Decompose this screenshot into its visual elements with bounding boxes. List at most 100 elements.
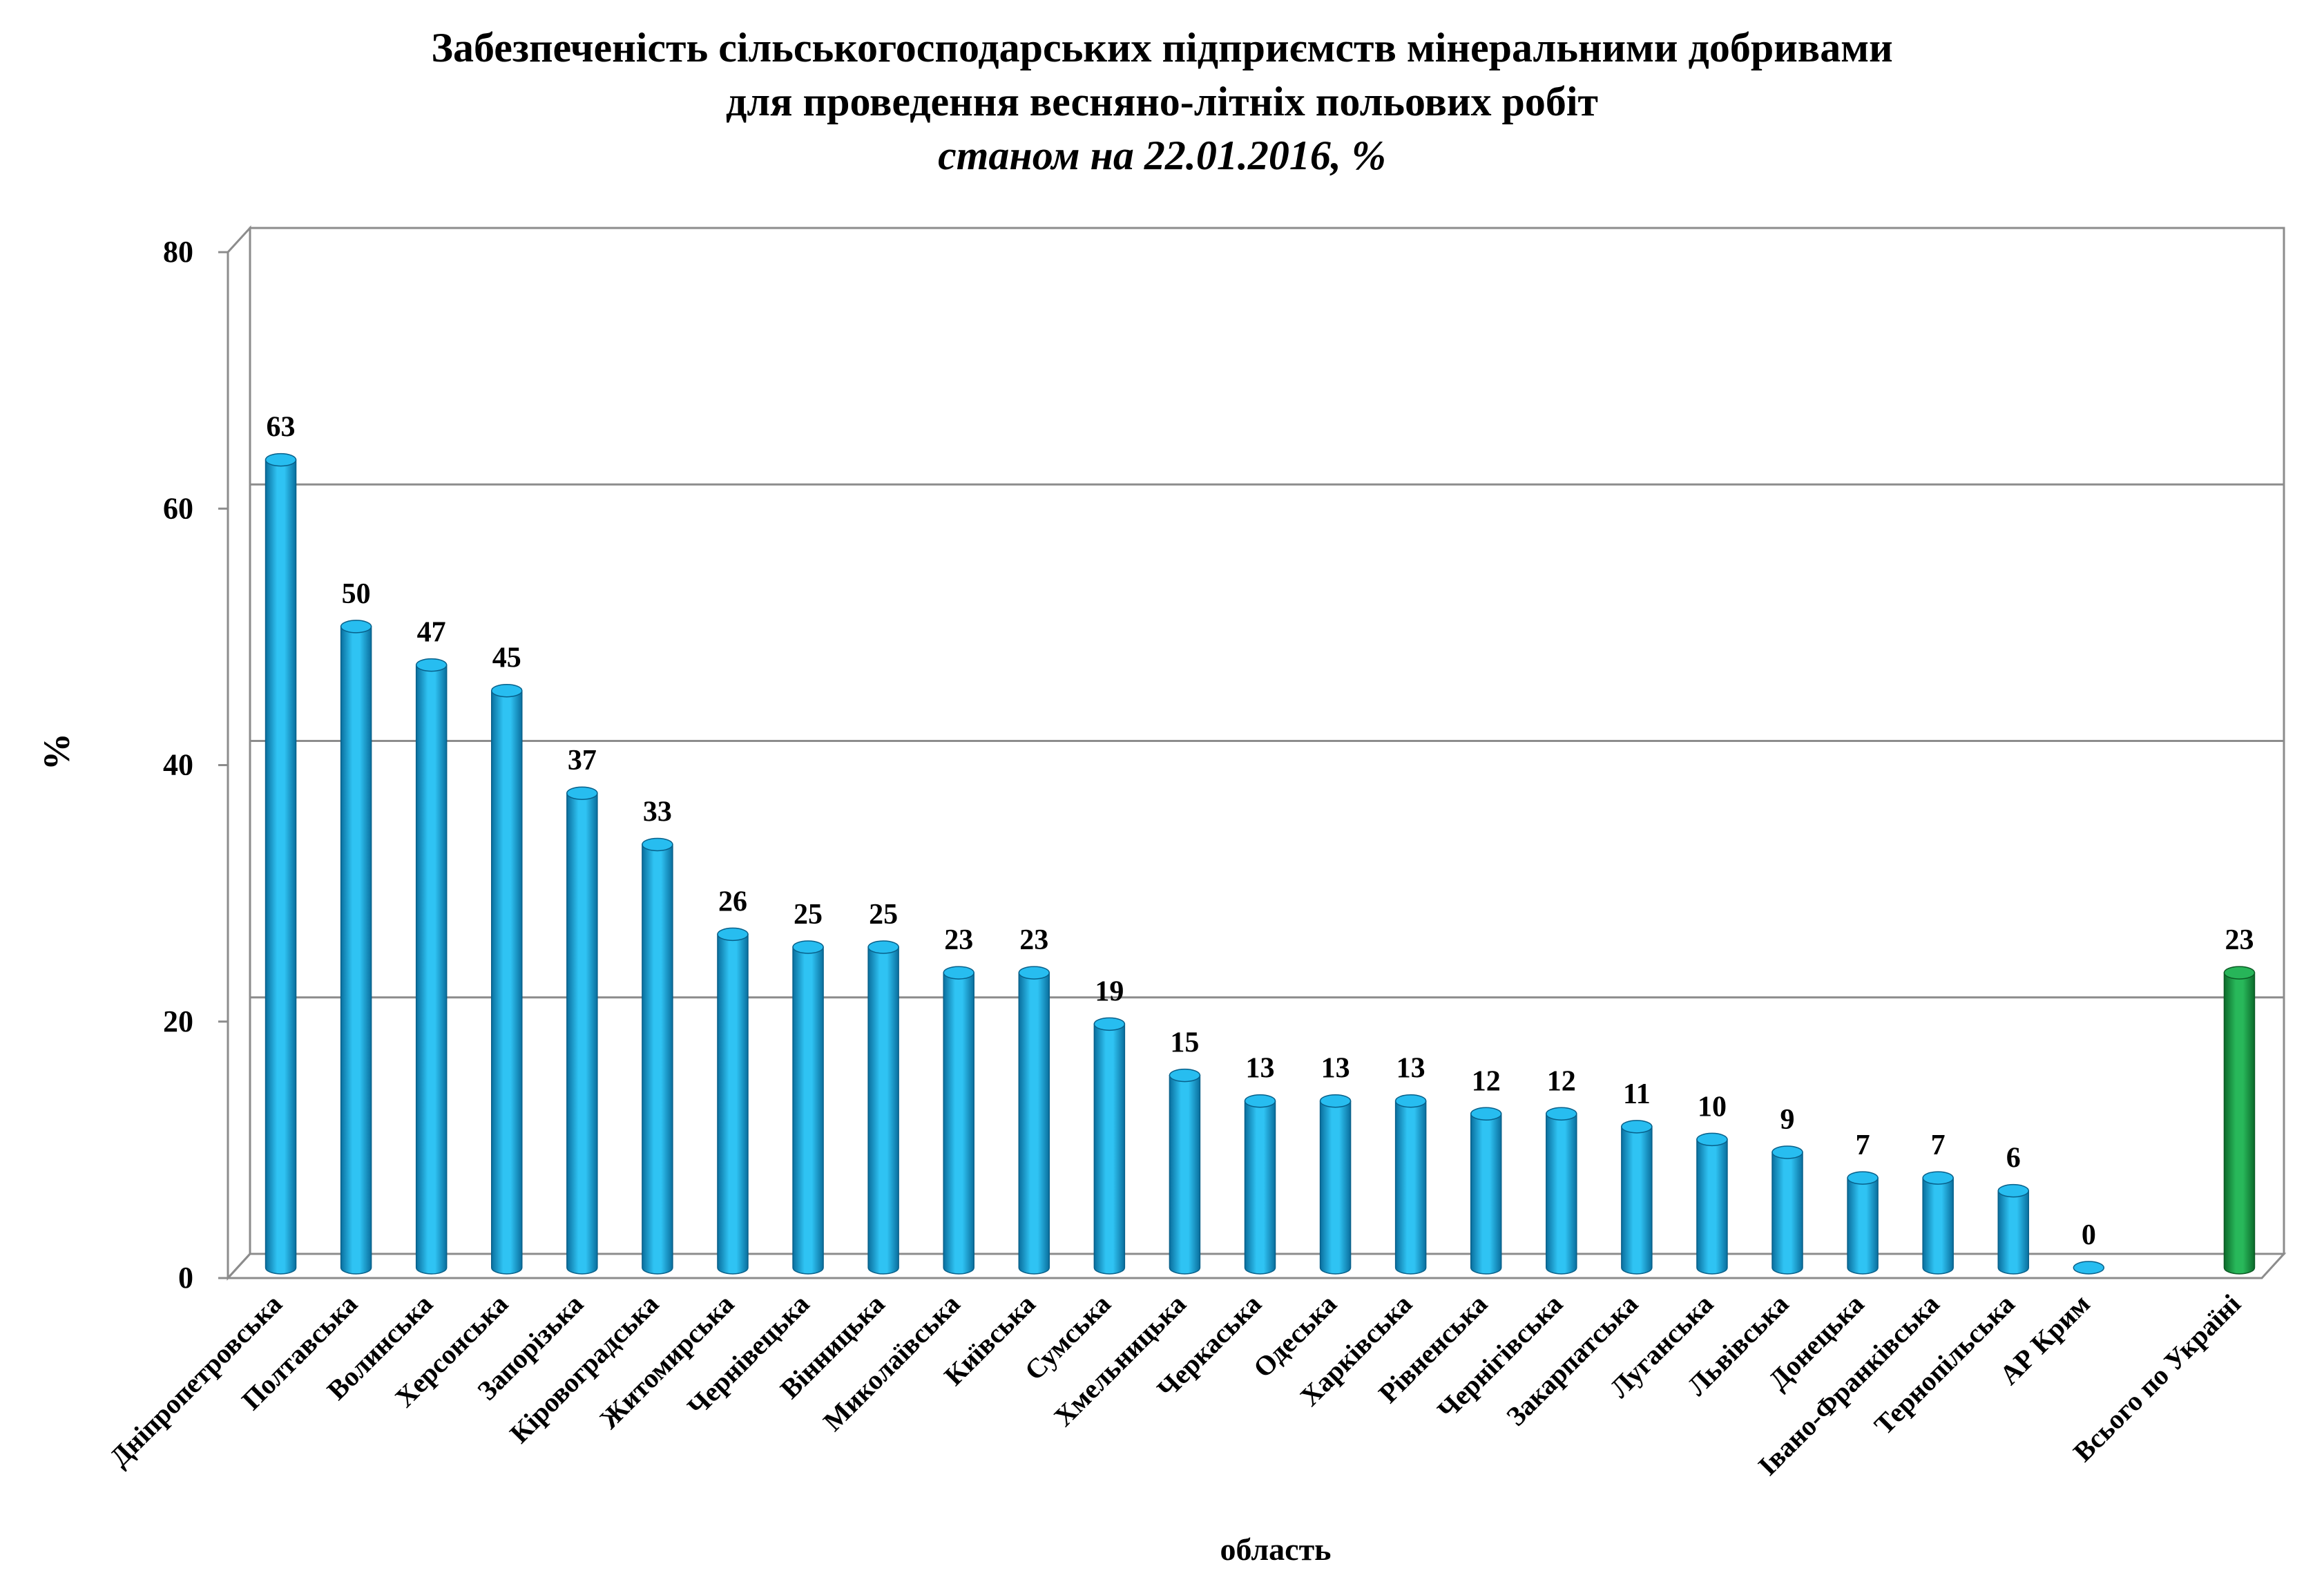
bar xyxy=(1169,1068,1201,1275)
data-label: 13 xyxy=(1321,1053,1350,1085)
x-axis-label: область xyxy=(1220,1532,1332,1567)
data-label: 19 xyxy=(1095,975,1124,1007)
bar xyxy=(1546,1107,1577,1275)
bar xyxy=(340,620,372,1275)
x-tick-label: Закарпатська xyxy=(1500,1288,1644,1432)
bar-top xyxy=(1922,1171,1954,1185)
data-labels: 63 50 47 45 37 33 26 25 25 23 23 19 15 13 13 13 12 12 11 10… xyxy=(267,412,2254,1251)
data-label: 12 xyxy=(1472,1065,1501,1097)
bar xyxy=(1997,1183,2029,1275)
bar-body xyxy=(340,626,372,1275)
bar-top xyxy=(1847,1171,1879,1185)
bar-top xyxy=(2223,966,2256,980)
data-label: 0 xyxy=(2082,1219,2096,1251)
bar xyxy=(1847,1171,1879,1275)
bar-body xyxy=(642,844,673,1275)
data-label: 37 xyxy=(568,745,597,777)
data-label: 23 xyxy=(944,924,973,956)
bar-body xyxy=(415,664,448,1275)
data-label: 26 xyxy=(718,886,747,917)
data-label: 10 xyxy=(1698,1091,1727,1123)
bar xyxy=(1922,1171,1954,1275)
bar-top xyxy=(717,927,749,942)
data-label: 23 xyxy=(1019,924,1048,956)
bar-body xyxy=(792,946,824,1275)
bar-top xyxy=(867,940,899,954)
bar-body xyxy=(1018,972,1050,1275)
bar-body xyxy=(1470,1113,1502,1275)
bar-top xyxy=(566,786,598,800)
bar-body xyxy=(566,792,598,1275)
bar xyxy=(491,683,523,1275)
bar-body xyxy=(491,689,523,1275)
data-label: 15 xyxy=(1170,1027,1199,1059)
bar-top xyxy=(943,966,974,980)
data-label: 7 xyxy=(1856,1130,1870,1161)
bar-top xyxy=(265,452,297,467)
data-label: 33 xyxy=(643,796,672,828)
y-tick-label: 0 xyxy=(178,1261,193,1295)
bar xyxy=(1470,1107,1502,1275)
data-label: 50 xyxy=(342,578,371,610)
data-label: 25 xyxy=(869,899,898,931)
bar xyxy=(566,786,598,1275)
bar xyxy=(1244,1094,1276,1275)
bar-top xyxy=(1093,1017,1126,1031)
bar-top xyxy=(1997,1183,2029,1198)
bar-body xyxy=(1847,1177,1879,1275)
data-label: 6 xyxy=(2006,1143,2021,1174)
bar xyxy=(1696,1132,1728,1275)
bar-body xyxy=(1771,1152,1803,1275)
bar-body xyxy=(1997,1190,2029,1275)
bar-body xyxy=(2223,972,2256,1275)
y-tick-label: 20 xyxy=(163,1004,193,1038)
data-label: 11 xyxy=(1623,1078,1651,1110)
bar-top xyxy=(642,837,673,852)
data-label: 25 xyxy=(794,899,823,931)
bar-body xyxy=(1621,1126,1653,1275)
bars xyxy=(265,452,2256,1275)
chart-title: Забезпеченість сільськогосподарських під… xyxy=(431,25,1893,70)
bar-top xyxy=(415,658,448,672)
bar xyxy=(2223,966,2256,1275)
bar xyxy=(867,940,899,1275)
bar-top xyxy=(1169,1068,1201,1083)
bar-body xyxy=(1169,1074,1201,1275)
bar-top xyxy=(1470,1107,1502,1121)
bar-top xyxy=(1244,1094,1276,1108)
y-tick-label: 80 xyxy=(163,235,193,269)
bar-top xyxy=(2073,1261,2105,1275)
chart-subtitle: станом на 22.01.2016, % xyxy=(938,133,1386,178)
chart-title-line2: для проведення весняно-літніх польових р… xyxy=(726,79,1598,124)
data-label: 45 xyxy=(492,642,521,674)
x-tick-label: Хмельницька xyxy=(1048,1288,1192,1433)
bar-top xyxy=(340,620,372,633)
bar xyxy=(2073,1261,2105,1275)
side-wall xyxy=(227,225,251,1281)
bar xyxy=(792,940,824,1275)
bar xyxy=(642,837,673,1275)
bar xyxy=(1394,1094,1427,1275)
bar-top xyxy=(1696,1132,1728,1147)
bar-top xyxy=(491,683,523,698)
bar-top xyxy=(1771,1145,1803,1159)
data-label: 9 xyxy=(1780,1104,1795,1136)
bar-top xyxy=(1621,1120,1653,1134)
x-tick-label: Житомирська xyxy=(593,1288,740,1435)
bar-body xyxy=(1546,1113,1577,1275)
bar-top xyxy=(1546,1107,1577,1121)
bar xyxy=(1771,1145,1803,1275)
bar xyxy=(1018,966,1050,1275)
bar xyxy=(1093,1017,1126,1275)
bar-body xyxy=(943,972,974,1275)
bar xyxy=(265,452,297,1275)
x-tick-label: Всього по Україні xyxy=(2067,1288,2247,1468)
bar-body xyxy=(1244,1100,1276,1275)
data-label: 13 xyxy=(1246,1053,1275,1085)
data-label: 23 xyxy=(2225,924,2254,956)
data-label: 47 xyxy=(417,617,446,649)
bar-body xyxy=(1319,1100,1352,1275)
bar-body xyxy=(1093,1023,1126,1275)
bar-body xyxy=(265,459,297,1275)
